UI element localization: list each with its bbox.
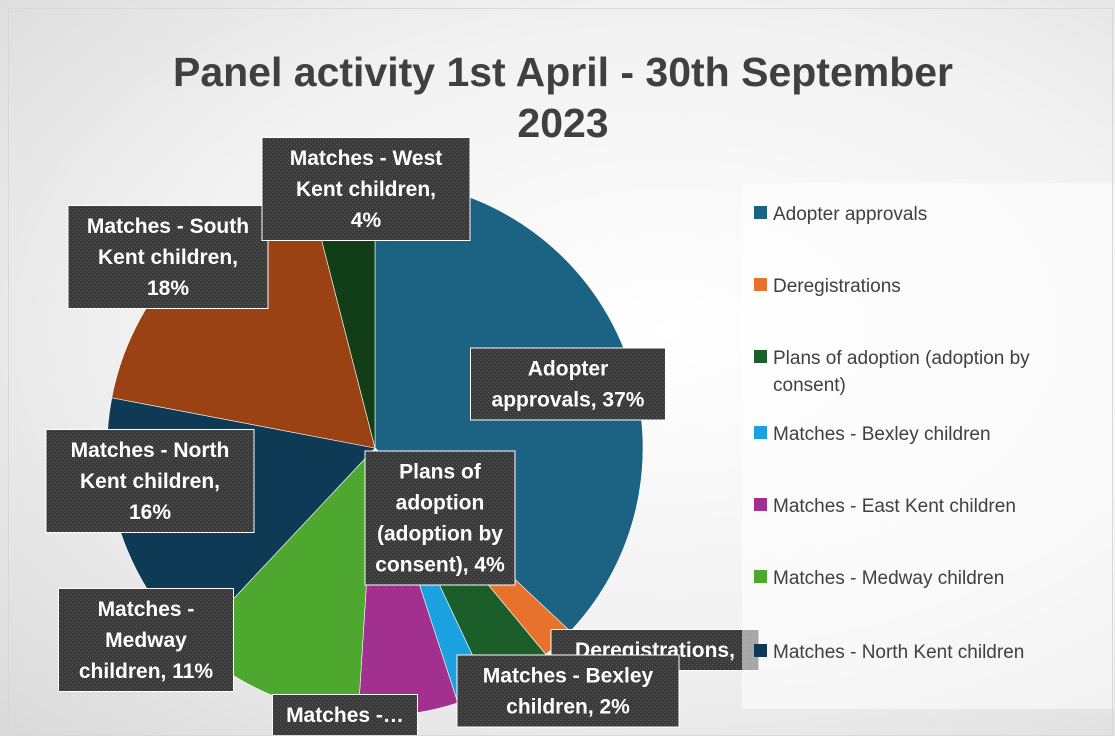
legend-item-matches-medway-children: Matches - Medway children <box>754 565 1106 592</box>
data-label-text: Matches - South <box>87 215 249 238</box>
data-label-matches-east-kent-children: Matches -… <box>272 694 418 736</box>
data-label-matches-bexley-children: Matches - Bexley children, 2% <box>456 654 680 728</box>
data-label-text: children, 11% <box>79 660 214 683</box>
legend-item-matches-north-kent-children: Matches - North Kent children <box>754 639 1106 666</box>
data-label-box <box>45 429 255 533</box>
legend-item-matches-east-kent-children: Matches - East Kent children <box>754 493 1106 520</box>
data-label-matches-medway-children: Matches - Medway children, 11% <box>58 588 234 692</box>
chart-legend: Adopter approvals Deregistrations Plans of… <box>742 183 1114 709</box>
data-label-text: adoption <box>396 491 485 514</box>
legend-item-adopter-approvals: Adopter approvals <box>754 201 1106 228</box>
data-label-box <box>67 205 269 309</box>
data-label-box <box>58 588 234 692</box>
legend-label: Matches - Bexley children <box>773 424 991 445</box>
data-label-text: 18% <box>147 277 189 300</box>
data-label-text: Matches - Bexley <box>483 664 654 687</box>
legend-swatch <box>754 570 767 583</box>
legend-label: Matches - North Kent children <box>773 642 1025 663</box>
legend-label: Matches - East Kent children <box>773 496 1016 517</box>
legend-item-matches-bexley-children: Matches - Bexley children <box>754 421 1106 448</box>
data-label-text: approvals, 37% <box>492 388 645 411</box>
legend-item-deregistrations: Deregistrations <box>754 273 1106 300</box>
data-label-text: Matches - <box>98 598 195 621</box>
legend-swatch <box>754 426 767 439</box>
data-label-text: children, 2% <box>506 695 630 718</box>
data-label-box <box>364 450 516 586</box>
legend-swatch <box>754 498 767 511</box>
data-label-box <box>261 137 471 241</box>
data-label-text: (adoption by <box>377 522 503 545</box>
data-label-matches-south-kent-children: Matches - South Kent children, 18% <box>67 205 269 309</box>
legend-item-plans-of-adoption-adoption-by-consent: Plans of adoption (adoption by consent) <box>754 345 1106 399</box>
data-label-matches-north-kent-children: Matches - North Kent children, 16% <box>45 429 255 533</box>
data-label-text: Matches -… <box>286 704 404 727</box>
data-label-text: Adopter <box>528 357 609 380</box>
legend-label: Plans of adoption (adoption by consent) <box>773 348 1030 396</box>
data-label-text: Matches - North <box>71 439 230 462</box>
data-label-text: Kent children, <box>98 246 238 269</box>
data-label-box <box>272 694 418 736</box>
legend-swatch <box>754 206 767 219</box>
legend-label: Matches - Medway children <box>773 568 1005 589</box>
data-label-text: Matches - West <box>290 147 443 170</box>
legend-swatch <box>754 644 767 657</box>
legend-swatch <box>754 278 767 291</box>
data-label-text: 16% <box>129 501 171 524</box>
chart-title-line-2: 2023 <box>517 100 608 146</box>
data-label-adopter-approvals: Adopter approvals, 37% <box>470 347 666 421</box>
data-label-box <box>456 654 680 728</box>
data-label-plans-of-adoption-adoption-by-consent: Plans of adoption (adoption by consent), 4% <box>364 450 516 586</box>
data-label-box <box>470 347 666 421</box>
data-label-text: Medway <box>105 629 187 652</box>
data-label-text: consent), 4% <box>375 553 505 576</box>
chart-title-line-1: Panel activity 1st April - 30th Septembe… <box>173 49 953 95</box>
data-label-text: Kent children, <box>80 470 220 493</box>
data-label-text: Plans of <box>399 460 482 483</box>
legend-label: Deregistrations <box>773 276 901 297</box>
legend-label: Adopter approvals <box>773 204 928 225</box>
legend-swatch <box>754 350 767 363</box>
data-label-text: Kent children, <box>296 178 436 201</box>
data-label-matches-west-kent-children: Matches - West Kent children, 4% <box>261 137 471 241</box>
data-label-text: 4% <box>351 209 382 232</box>
